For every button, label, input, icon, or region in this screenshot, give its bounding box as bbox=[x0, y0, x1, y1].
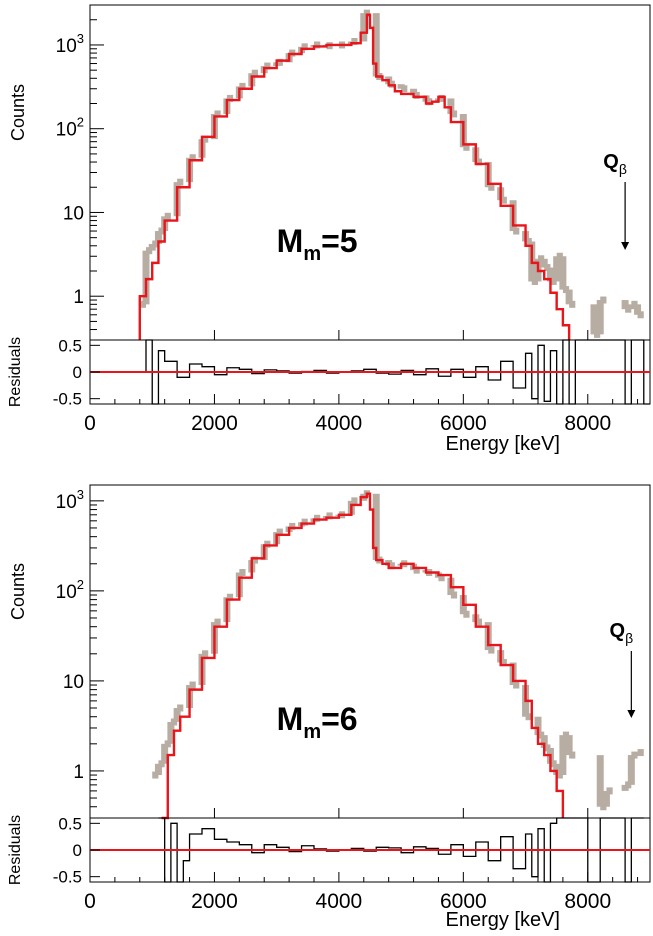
x-tick-label: 2000 bbox=[191, 890, 238, 913]
y-axis-label: Counts bbox=[8, 563, 28, 620]
res-tick-label: -0.5 bbox=[53, 390, 82, 409]
x-axis-label: Energy [keV] bbox=[445, 433, 560, 455]
qbeta-label: Qβ bbox=[610, 620, 634, 646]
multiplicity-label: Mm=5 bbox=[277, 223, 358, 265]
y-tick-label: 1 bbox=[73, 287, 84, 308]
res-tick-label: 0.5 bbox=[58, 336, 82, 355]
res-tick-label: 0.5 bbox=[58, 814, 82, 833]
y-tick-label: 10 bbox=[63, 672, 84, 693]
res-tick-label: 0 bbox=[73, 363, 82, 382]
residuals-axis-label: Residuals bbox=[7, 815, 24, 885]
fit-curve bbox=[138, 13, 571, 340]
residuals-axis-label: Residuals bbox=[7, 337, 24, 407]
y-tick-label: 102 bbox=[56, 115, 84, 141]
fit-curve bbox=[161, 492, 565, 820]
x-tick-label: 2000 bbox=[191, 412, 238, 435]
y-tick-label: 1 bbox=[73, 762, 84, 783]
x-tick-label: 4000 bbox=[316, 412, 363, 435]
x-tick-label: 0 bbox=[84, 412, 96, 435]
x-tick-label: 8000 bbox=[564, 412, 611, 435]
x-tick-label: 8000 bbox=[564, 890, 611, 913]
y-tick-label: 10 bbox=[63, 203, 84, 224]
res-tick-label: 0 bbox=[73, 841, 82, 860]
x-tick-label: 4000 bbox=[316, 890, 363, 913]
y-tick-label: 102 bbox=[56, 577, 84, 603]
qbeta-arrowhead bbox=[621, 242, 630, 250]
qbeta-arrowhead bbox=[627, 710, 636, 718]
y-tick-label: 103 bbox=[56, 487, 84, 513]
x-tick-label: 6000 bbox=[440, 412, 487, 435]
x-tick-label: 0 bbox=[84, 890, 96, 913]
x-tick-label: 6000 bbox=[440, 890, 487, 913]
qbeta-label: Qβ bbox=[603, 151, 627, 177]
y-tick-label: 103 bbox=[56, 31, 84, 57]
multiplicity-label: Mm=6 bbox=[277, 701, 358, 743]
res-tick-label: -0.5 bbox=[53, 868, 82, 887]
y-axis-label: Counts bbox=[8, 84, 28, 141]
x-axis-label: Energy [keV] bbox=[445, 909, 560, 931]
